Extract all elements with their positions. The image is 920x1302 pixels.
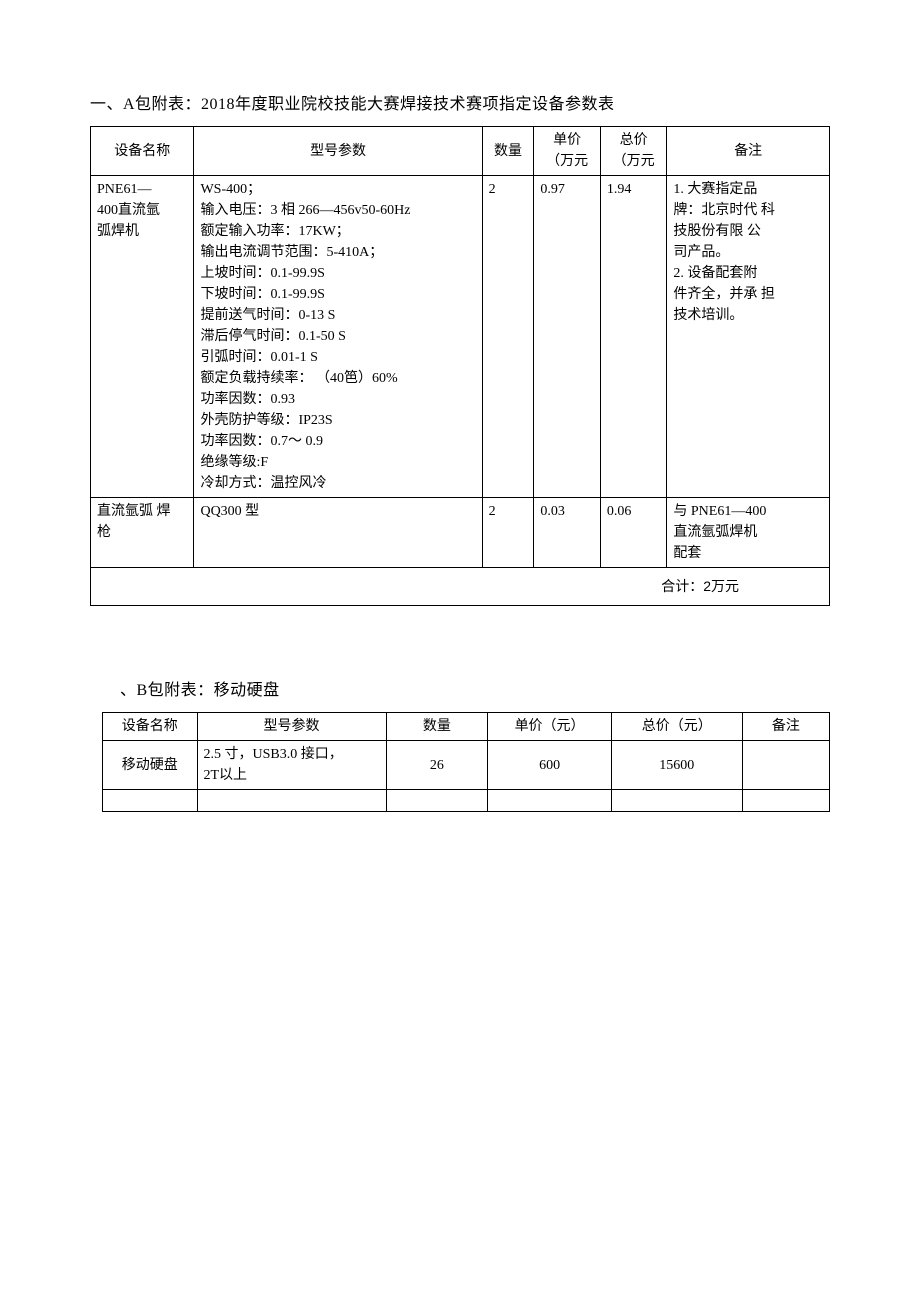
section-b-title: 、B包附表：移动硬盘: [120, 676, 830, 700]
note-l4: 司产品。: [673, 242, 823, 263]
cell-name: PNE61— 400直流氩 弧焊机: [91, 176, 194, 498]
empty-cell: [611, 790, 742, 812]
spec-l9: 引弧时间：0.01-1 S: [200, 347, 475, 368]
table-a-row-2: 直流氩弧 焊 枪 QQ300 型 2 0.03 0.06 与 PNE61—400…: [91, 498, 830, 568]
cell-total-price: 1.94: [600, 176, 667, 498]
spec-l6: 下坡时间：0.1-99.9S: [200, 284, 475, 305]
cell-spec: 2.5 寸，USB3.0 接口， 2T以上: [197, 741, 386, 790]
col-unit-price-l2: （万元: [546, 154, 588, 169]
table-a-row-1: PNE61— 400直流氩 弧焊机 WS-400； 输入电压：3 相 266—4…: [91, 176, 830, 498]
note-l3: 技股份有限 公: [673, 221, 823, 242]
cell-qty: 2: [482, 498, 534, 568]
cell-unit-price: 600: [488, 741, 612, 790]
note-l7: 技术培训。: [673, 305, 823, 326]
spec-l1: WS-400；: [200, 179, 475, 200]
empty-cell: [197, 790, 386, 812]
spec-l15: 冷却方式：温控风冷: [200, 473, 475, 494]
spec-l14: 绝缘等级:F: [200, 452, 475, 473]
col-total-price: 总价（元）: [611, 713, 742, 741]
note-l1: 与 PNE61—400: [673, 501, 823, 522]
spec-l4: 输出电流调节范围：5-410A；: [200, 242, 475, 263]
name-l2: 枪: [97, 522, 187, 543]
spec-l1: 2.5 寸，USB3.0 接口，: [204, 744, 380, 765]
name-l3: 弧焊机: [97, 221, 187, 242]
spec-l13: 功率因数：0.7～ 0.9: [200, 431, 475, 452]
cell-spec: QQ300 型: [194, 498, 482, 568]
col-note: 备注: [667, 127, 830, 176]
cell-note: 与 PNE61—400 直流氩弧焊机 配套: [667, 498, 830, 568]
table-b-header: 设备名称 型号参数 数量 单价（元） 总价（元） 备注: [103, 713, 830, 741]
col-spec: 型号参数: [197, 713, 386, 741]
note-l1: 1. 大赛指定品: [673, 179, 823, 200]
spec-l2: 2T以上: [204, 765, 380, 786]
cell-name: 直流氩弧 焊 枪: [91, 498, 194, 568]
spec-l2: 输入电压：3 相 266—456v50-60Hz: [200, 200, 475, 221]
col-name: 设备名称: [103, 713, 198, 741]
cell-total-price: 15600: [611, 741, 742, 790]
col-total-price: 总价 （万元: [600, 127, 667, 176]
table-a-total-row: 合计：2万元: [91, 568, 830, 606]
col-unit-price-l1: 单价: [553, 133, 581, 148]
cell-note: 1. 大赛指定品 牌：北京时代 科 技股份有限 公 司产品。 2. 设备配套附 …: [667, 176, 830, 498]
name-l2: 400直流氩: [97, 200, 187, 221]
cell-spec: WS-400； 输入电压：3 相 266—456v50-60Hz 额定输入功率：…: [194, 176, 482, 498]
section-a: 一、A包附表：2018年度职业院校技能大赛焊接技术赛项指定设备参数表 设备名称 …: [90, 90, 830, 606]
spec-l7: 提前送气时间：0-13 S: [200, 305, 475, 326]
note-l3: 配套: [673, 543, 823, 564]
note-l2: 直流氩弧焊机: [673, 522, 823, 543]
col-unit-price: 单价 （万元: [534, 127, 601, 176]
cell-qty: 2: [482, 176, 534, 498]
spec-l11: 功率因数：0.93: [200, 389, 475, 410]
col-name: 设备名称: [91, 127, 194, 176]
spec-l5: 上坡时间：0.1-99.9S: [200, 263, 475, 284]
empty-cell: [742, 790, 829, 812]
name-l1: PNE61—: [97, 179, 187, 200]
cell-name: 移动硬盘: [103, 741, 198, 790]
spec-l3: 额定输入功率：17KW；: [200, 221, 475, 242]
col-qty: 数量: [386, 713, 488, 741]
spec-l12: 外壳防护等级：IP23S: [200, 410, 475, 431]
table-a-header: 设备名称 型号参数 数量 单价 （万元 总价 （万元 备注: [91, 127, 830, 176]
total-label: 合计：2万元: [91, 568, 830, 606]
cell-qty: 26: [386, 741, 488, 790]
table-b-row-1: 移动硬盘 2.5 寸，USB3.0 接口， 2T以上 26 600 15600: [103, 741, 830, 790]
col-qty: 数量: [482, 127, 534, 176]
cell-unit-price: 0.97: [534, 176, 601, 498]
cell-note: [742, 741, 829, 790]
cell-total-price: 0.06: [600, 498, 667, 568]
name-l1: 直流氩弧 焊: [97, 501, 187, 522]
note-l6: 件齐全，并承 担: [673, 284, 823, 305]
col-unit-price: 单价（元）: [488, 713, 612, 741]
empty-cell: [386, 790, 488, 812]
section-b: 、B包附表：移动硬盘 设备名称 型号参数 数量 单价（元） 总价（元） 备注 移…: [90, 676, 830, 812]
note-l5: 2. 设备配套附: [673, 263, 823, 284]
table-a: 设备名称 型号参数 数量 单价 （万元 总价 （万元 备注 PNE61— 400…: [90, 126, 830, 606]
col-spec: 型号参数: [194, 127, 482, 176]
cell-unit-price: 0.03: [534, 498, 601, 568]
spec-l10: 额定负载持续率： （40笆）60%: [200, 368, 475, 389]
col-total-price-l2: （万元: [613, 154, 655, 169]
note-l2: 牌：北京时代 科: [673, 200, 823, 221]
empty-cell: [488, 790, 612, 812]
empty-cell: [103, 790, 198, 812]
spec-l8: 滞后停气时间：0.1-50 S: [200, 326, 475, 347]
table-b: 设备名称 型号参数 数量 单价（元） 总价（元） 备注 移动硬盘 2.5 寸，U…: [102, 712, 830, 812]
col-note: 备注: [742, 713, 829, 741]
col-total-price-l1: 总价: [620, 133, 648, 148]
table-b-empty-row: [103, 790, 830, 812]
section-a-title: 一、A包附表：2018年度职业院校技能大赛焊接技术赛项指定设备参数表: [90, 90, 830, 114]
